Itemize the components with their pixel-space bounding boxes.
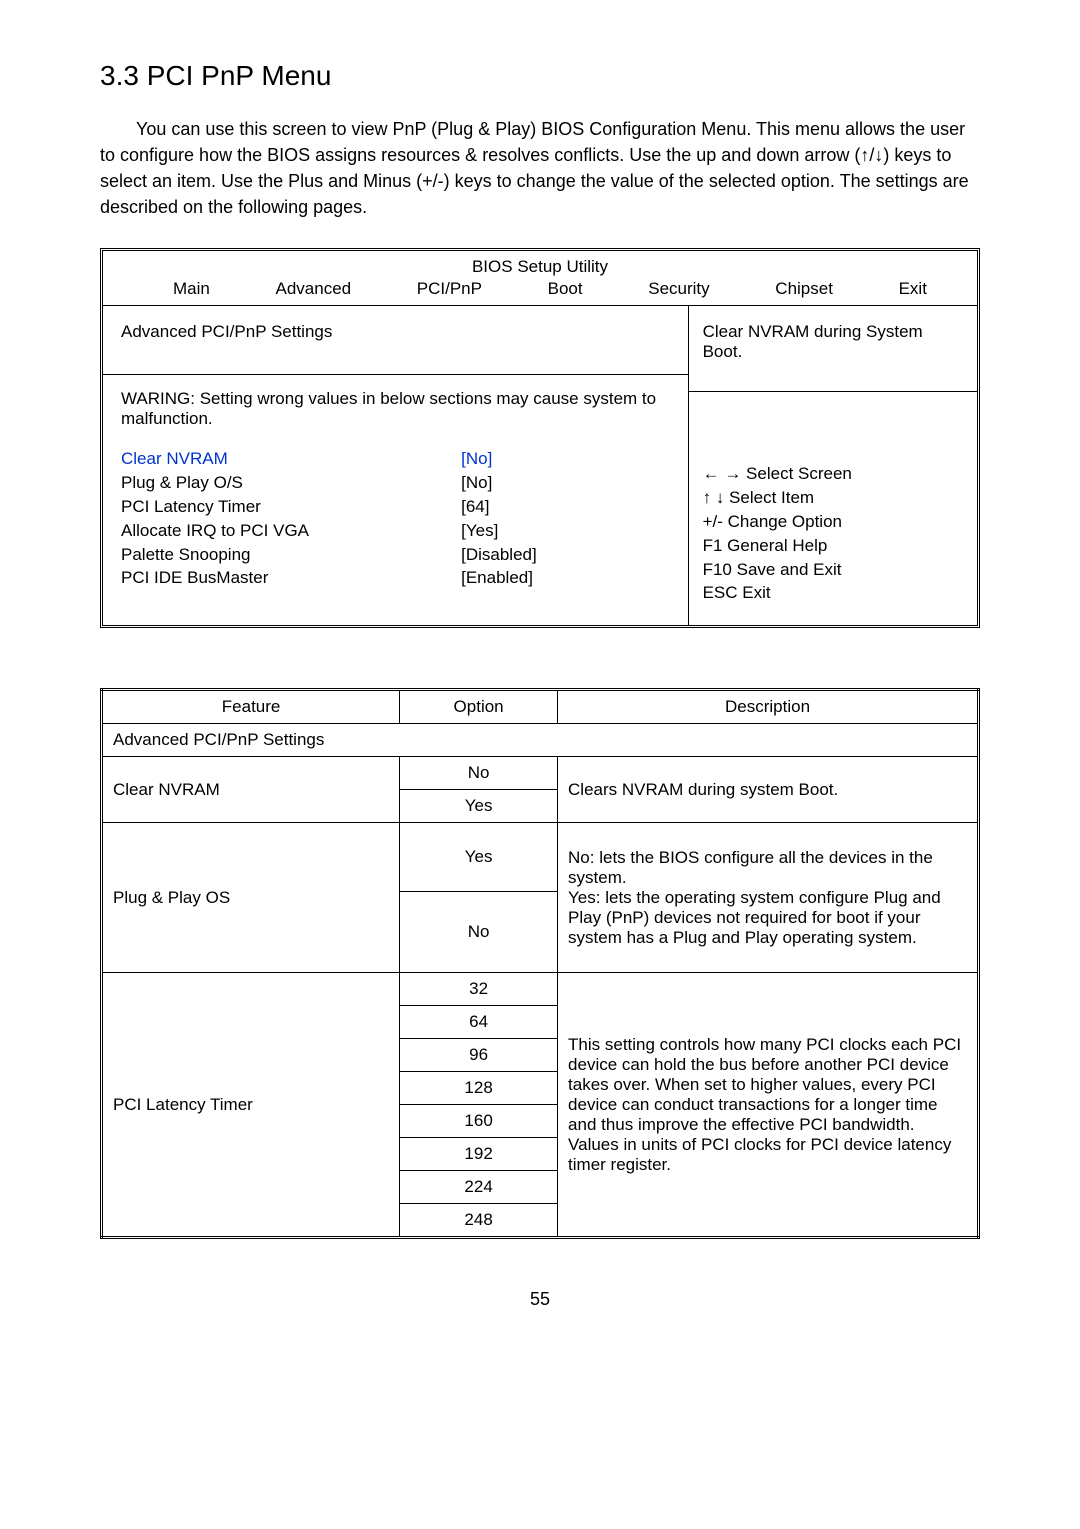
- bios-tab-exit[interactable]: Exit: [899, 279, 927, 299]
- feature-pci-latency: PCI Latency Timer: [102, 973, 400, 1238]
- section-number: 3.3: [100, 60, 139, 91]
- bios-left-pane: Advanced PCI/PnP Settings WARING: Settin…: [103, 306, 689, 625]
- bios-nav-change-option: +/- Change Option: [703, 510, 963, 534]
- desc-pnp-os: No: lets the BIOS configure all the devi…: [558, 823, 979, 973]
- bios-setting-allocate-irq-value[interactable]: [Yes]: [461, 519, 669, 543]
- option-pci-latency-160: 160: [400, 1105, 558, 1138]
- table-section-label: Advanced PCI/PnP Settings: [102, 724, 979, 757]
- bios-tab-boot[interactable]: Boot: [548, 279, 583, 299]
- bios-setup-box: BIOS Setup Utility Main Advanced PCI/PnP…: [100, 248, 980, 628]
- option-pci-latency-128: 128: [400, 1072, 558, 1105]
- bios-tab-pcipnp[interactable]: PCI/PnP: [417, 279, 482, 299]
- intro-paragraph: You can use this screen to view PnP (Plu…: [100, 116, 980, 220]
- bios-setting-pci-ide-value[interactable]: [Enabled]: [461, 566, 669, 590]
- bios-nav-save-exit: F10 Save and Exit: [703, 558, 963, 582]
- bios-setting-pci-ide-label[interactable]: PCI IDE BusMaster: [121, 566, 461, 590]
- th-description: Description: [558, 690, 979, 724]
- option-pci-latency-224: 224: [400, 1171, 558, 1204]
- bios-setting-values: [No] [No] [64] [Yes] [Disabled] [Enabled…: [461, 447, 669, 590]
- th-option: Option: [400, 690, 558, 724]
- option-pnp-os-yes: Yes: [400, 823, 558, 892]
- option-pnp-os-no: No: [400, 892, 558, 973]
- bios-right-pane: Clear NVRAM during System Boot. ← → Sele…: [689, 306, 977, 625]
- section-heading: 3.3 PCI PnP Menu: [100, 60, 980, 92]
- section-title-text: PCI PnP Menu: [147, 60, 332, 91]
- bios-left-content: WARING: Setting wrong values in below se…: [103, 375, 688, 610]
- bios-warning: WARING: Setting wrong values in below se…: [121, 389, 670, 429]
- bios-setting-labels: Clear NVRAM Plug & Play O/S PCI Latency …: [121, 447, 461, 590]
- bios-panel-title: Advanced PCI/PnP Settings: [103, 306, 688, 375]
- bios-setting-pci-latency-label[interactable]: PCI Latency Timer: [121, 495, 461, 519]
- bios-nav-help: ← → Select Screen ↑ ↓ Select Item +/- Ch…: [689, 392, 977, 625]
- option-clear-nvram-yes: Yes: [400, 790, 558, 823]
- bios-body: Advanced PCI/PnP Settings WARING: Settin…: [103, 306, 977, 625]
- option-pci-latency-96: 96: [400, 1039, 558, 1072]
- table-row: Plug & Play OS Yes No: lets the BIOS con…: [102, 823, 979, 892]
- feature-pnp-os: Plug & Play OS: [102, 823, 400, 973]
- bios-setting-palette-snoop-value[interactable]: [Disabled]: [461, 543, 669, 567]
- bios-setting-pnp-os-label[interactable]: Plug & Play O/S: [121, 471, 461, 495]
- th-feature: Feature: [102, 690, 400, 724]
- feature-table: Feature Option Description Advanced PCI/…: [100, 688, 980, 1239]
- bios-nav-general-help: F1 General Help: [703, 534, 963, 558]
- table-header-row: Feature Option Description: [102, 690, 979, 724]
- bios-tabs: Main Advanced PCI/PnP Boot Security Chip…: [113, 279, 967, 299]
- bios-setting-palette-snoop-label[interactable]: Palette Snooping: [121, 543, 461, 567]
- bios-setting-pci-latency-value[interactable]: [64]: [461, 495, 669, 519]
- page-number: 55: [100, 1289, 980, 1310]
- option-pci-latency-192: 192: [400, 1138, 558, 1171]
- bios-nav-select-item: ↑ ↓ Select Item: [703, 486, 963, 510]
- option-pci-latency-248: 248: [400, 1204, 558, 1238]
- bios-tab-advanced[interactable]: Advanced: [276, 279, 352, 299]
- bios-tab-security[interactable]: Security: [648, 279, 709, 299]
- bios-settings: Clear NVRAM Plug & Play O/S PCI Latency …: [121, 447, 670, 590]
- bios-nav-select-screen: ← → Select Screen: [703, 462, 963, 486]
- option-pci-latency-32: 32: [400, 973, 558, 1006]
- table-section-row: Advanced PCI/PnP Settings: [102, 724, 979, 757]
- bios-tab-chipset[interactable]: Chipset: [775, 279, 833, 299]
- table-row: PCI Latency Timer 32 This setting contro…: [102, 973, 979, 1006]
- bios-setting-clear-nvram-label[interactable]: Clear NVRAM: [121, 447, 461, 471]
- bios-setting-clear-nvram-value[interactable]: [No]: [461, 447, 669, 471]
- bios-setting-allocate-irq-label[interactable]: Allocate IRQ to PCI VGA: [121, 519, 461, 543]
- bios-header: BIOS Setup Utility Main Advanced PCI/PnP…: [103, 251, 977, 306]
- feature-clear-nvram: Clear NVRAM: [102, 757, 400, 823]
- bios-nav-esc-exit: ESC Exit: [703, 581, 963, 605]
- option-clear-nvram-no: No: [400, 757, 558, 790]
- bios-help-text: Clear NVRAM during System Boot.: [689, 306, 977, 392]
- desc-clear-nvram: Clears NVRAM during system Boot.: [558, 757, 979, 823]
- bios-tab-main[interactable]: Main: [173, 279, 210, 299]
- option-pci-latency-64: 64: [400, 1006, 558, 1039]
- bios-title: BIOS Setup Utility: [113, 257, 967, 279]
- bios-setting-pnp-os-value[interactable]: [No]: [461, 471, 669, 495]
- desc-pci-latency: This setting controls how many PCI clock…: [558, 973, 979, 1238]
- table-row: Clear NVRAM No Clears NVRAM during syste…: [102, 757, 979, 790]
